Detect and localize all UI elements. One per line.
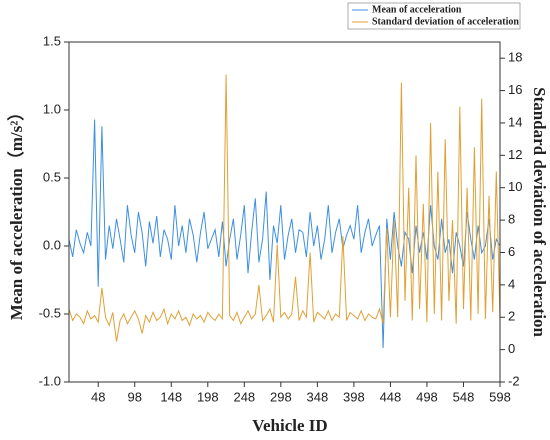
x-tick-label: 598 xyxy=(489,389,511,404)
legend-box xyxy=(347,2,521,30)
data-line xyxy=(68,74,501,342)
x-tick-label: 48 xyxy=(91,389,105,404)
y-tick-label: 1.0 xyxy=(43,101,61,116)
legend-label: Mean of acceleration xyxy=(372,4,462,15)
x-tick-label: 98 xyxy=(128,389,142,404)
y2-tick-label: -2 xyxy=(508,373,520,388)
plot-frame xyxy=(68,41,501,383)
y2-tick-label: 10 xyxy=(508,179,522,194)
y2-tick-label: 18 xyxy=(508,50,522,65)
y2-tick-label: 12 xyxy=(508,147,522,162)
x-tick-label: 548 xyxy=(453,389,475,404)
y-tick-label: 0.0 xyxy=(43,237,61,252)
x-tick-label: 348 xyxy=(307,389,329,404)
y2-tick-label: 2 xyxy=(508,309,515,324)
x-tick-label: 148 xyxy=(160,389,182,404)
y2-tick-label: 16 xyxy=(508,82,522,97)
y2-tick-label: 6 xyxy=(508,244,515,259)
y2-tick-label: 4 xyxy=(508,276,515,291)
x-tick-label: 398 xyxy=(343,389,365,404)
x-tick-label: 248 xyxy=(233,389,255,404)
y2-axis-label: Standard deviation of acceleration xyxy=(530,87,549,337)
legend-label: Standard deviation of acceleration xyxy=(372,16,519,27)
y2-tick-label: 0 xyxy=(508,341,515,356)
y-tick-label: -0.5 xyxy=(39,305,61,320)
x-tick-label: 198 xyxy=(197,389,219,404)
y-tick-label: -1.0 xyxy=(39,373,61,388)
x-tick-label: 448 xyxy=(380,389,402,404)
y2-tick-label: 8 xyxy=(508,212,515,227)
y-tick-label: 0.5 xyxy=(43,169,61,184)
y-axis-label: Mean of acceleration（m/s²） xyxy=(6,104,26,321)
y-tick-label: 1.5 xyxy=(43,33,61,48)
data-line xyxy=(68,119,501,349)
x-tick-label: 498 xyxy=(416,389,438,404)
x-tick-label: 298 xyxy=(270,389,292,404)
y2-tick-label: 14 xyxy=(508,114,522,129)
x-axis-label: Vehicle ID xyxy=(252,416,327,435)
